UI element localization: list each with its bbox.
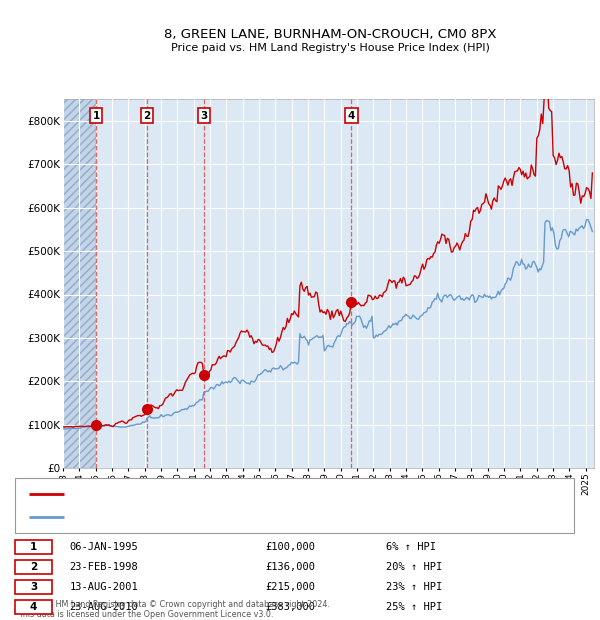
Text: 13-AUG-2001: 13-AUG-2001 [70,582,139,592]
FancyBboxPatch shape [15,600,52,614]
Text: 06-JAN-1995: 06-JAN-1995 [70,542,139,552]
Text: 23-FEB-1998: 23-FEB-1998 [70,562,139,572]
Text: 23-AUG-2010: 23-AUG-2010 [70,602,139,612]
FancyBboxPatch shape [15,580,52,595]
Bar [63,99,96,468]
Text: 2: 2 [30,562,37,572]
Text: 6% ↑ HPI: 6% ↑ HPI [386,542,436,552]
Text: 1: 1 [30,542,37,552]
Text: Contains HM Land Registry data © Crown copyright and database right 2024.
This d: Contains HM Land Registry data © Crown c… [18,600,329,619]
Text: HPI: Average price, detached house, Maldon: HPI: Average price, detached house, Mald… [73,513,289,523]
Text: 20% ↑ HPI: 20% ↑ HPI [386,562,443,572]
Text: Price paid vs. HM Land Registry's House Price Index (HPI): Price paid vs. HM Land Registry's House … [170,43,490,53]
Text: 8, GREEN LANE, BURNHAM-ON-CROUCH, CM0 8PX (detached house): 8, GREEN LANE, BURNHAM-ON-CROUCH, CM0 8P… [73,489,408,498]
FancyBboxPatch shape [15,540,52,554]
Text: 23% ↑ HPI: 23% ↑ HPI [386,582,443,592]
Text: £100,000: £100,000 [265,542,316,552]
FancyBboxPatch shape [15,560,52,574]
Bar [63,99,96,468]
Text: 3: 3 [30,582,37,592]
Text: 3: 3 [200,111,208,121]
Text: 2: 2 [143,111,151,121]
Text: 4: 4 [30,602,37,612]
Text: 4: 4 [347,111,355,121]
Text: £215,000: £215,000 [265,582,316,592]
Text: 1: 1 [92,111,100,121]
Text: 8, GREEN LANE, BURNHAM-ON-CROUCH, CM0 8PX: 8, GREEN LANE, BURNHAM-ON-CROUCH, CM0 8P… [164,28,496,41]
Text: £136,000: £136,000 [265,562,316,572]
Text: £383,000: £383,000 [265,602,316,612]
FancyBboxPatch shape [15,478,574,533]
Text: 25% ↑ HPI: 25% ↑ HPI [386,602,443,612]
